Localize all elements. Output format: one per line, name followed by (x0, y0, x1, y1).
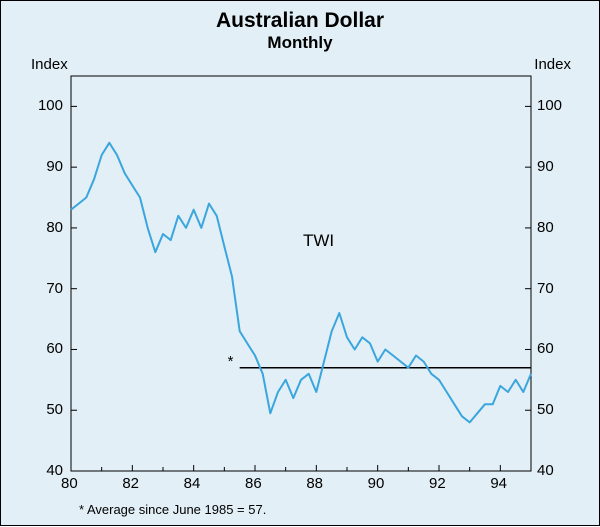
x-tick: 84 (184, 475, 201, 492)
y-tick-right: 60 (537, 340, 554, 357)
y-tick-left: 50 (46, 401, 63, 418)
x-tick: 90 (368, 475, 385, 492)
y-tick-right: 80 (537, 219, 554, 236)
x-tick: 88 (306, 475, 323, 492)
y-tick-right: 40 (537, 462, 554, 479)
chart-svg (1, 1, 600, 527)
y-tick-left: 90 (46, 158, 63, 175)
x-tick: 82 (122, 475, 139, 492)
x-tick: 86 (245, 475, 262, 492)
footnote: * Average since June 1985 = 57. (79, 502, 266, 517)
y-tick-right: 100 (537, 97, 562, 114)
y-tick-right: 50 (537, 401, 554, 418)
x-tick: 80 (61, 475, 78, 492)
ref-line-marker: * (228, 353, 234, 370)
x-tick: 94 (490, 475, 507, 492)
x-tick: 92 (429, 475, 446, 492)
y-tick-right: 90 (537, 158, 554, 175)
y-tick-left: 100 (38, 97, 63, 114)
y-tick-left: 60 (46, 340, 63, 357)
y-tick-right: 70 (537, 280, 554, 297)
y-tick-left: 80 (46, 219, 63, 236)
y-tick-left: 70 (46, 280, 63, 297)
chart-container: Australian Dollar Monthly Index Index TW… (0, 0, 600, 526)
